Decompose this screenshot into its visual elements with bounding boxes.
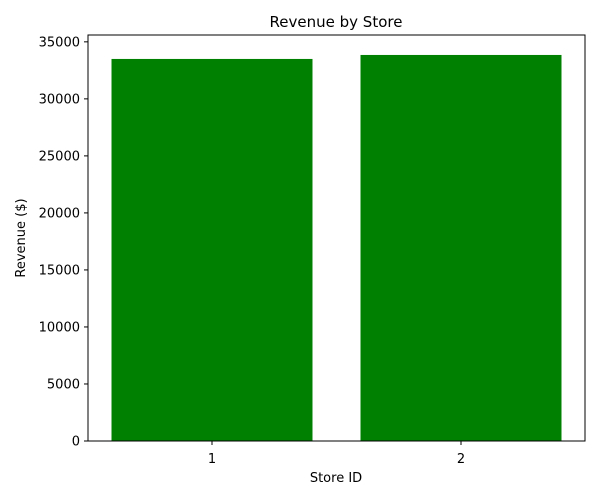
x-tick-label: 1 xyxy=(208,452,216,467)
bar-store-2 xyxy=(360,54,562,442)
y-tick-label: 35000 xyxy=(39,35,80,50)
bar-store-1 xyxy=(111,58,313,442)
y-tick-label: 10000 xyxy=(39,320,80,335)
x-tick-label: 2 xyxy=(457,452,465,467)
y-axis-ticks: 0 5000 10000 15000 20000 25000 30000 35000 xyxy=(39,35,88,450)
y-axis-label: Revenue ($) xyxy=(14,198,29,277)
chart-title: Revenue by Store xyxy=(270,13,403,31)
x-axis-label: Store ID xyxy=(310,471,362,486)
y-tick-label: 30000 xyxy=(39,92,80,107)
y-tick-label: 20000 xyxy=(39,206,80,221)
bars-group xyxy=(111,54,562,442)
y-tick-label: 0 xyxy=(72,435,80,450)
y-tick-label: 15000 xyxy=(39,263,80,278)
y-tick-label: 25000 xyxy=(39,149,80,164)
y-tick-label: 5000 xyxy=(47,377,80,392)
plot-frame xyxy=(87,34,586,442)
